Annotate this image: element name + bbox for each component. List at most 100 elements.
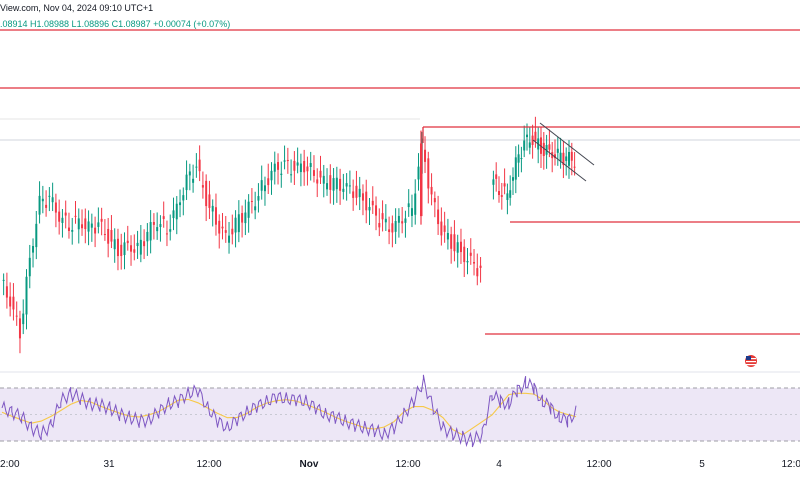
candle-body <box>25 276 28 315</box>
candle-body <box>548 144 551 150</box>
candle-body <box>156 227 159 232</box>
candle-body <box>107 228 110 244</box>
candle-body <box>146 231 149 242</box>
candle-body <box>231 228 234 235</box>
candle-body <box>388 229 391 233</box>
candle-body <box>573 166 576 168</box>
candle-body <box>110 229 113 242</box>
candle-body <box>512 177 514 181</box>
candle-body <box>218 220 221 234</box>
candle-body <box>559 152 562 162</box>
candle-body <box>67 227 70 231</box>
x-axis-tick-label: 31 <box>103 459 115 470</box>
candle-body <box>329 175 332 190</box>
candle-body <box>267 178 270 186</box>
candle-body <box>32 246 35 253</box>
channel-upper-line[interactable] <box>539 122 595 166</box>
x-axis-tick-label: 12:00 <box>586 459 611 470</box>
candle-body <box>221 226 224 229</box>
candle-body <box>420 143 423 217</box>
candle-body <box>182 195 185 201</box>
candle-body <box>51 197 54 203</box>
channel-lower-line[interactable] <box>532 139 587 182</box>
source-text: View.com, Nov 04, 2024 09:10 UTC+1 <box>0 3 154 13</box>
candle-body <box>18 318 21 339</box>
candle-body <box>440 221 443 236</box>
candle-body <box>554 154 556 159</box>
x-axis-tick-label: 12:00 <box>0 459 20 470</box>
candle-body <box>179 202 182 206</box>
candle-body <box>22 313 25 325</box>
candle-body <box>381 213 384 220</box>
candle-body <box>534 131 537 142</box>
candle-body <box>94 227 97 234</box>
candle-body <box>545 145 548 155</box>
candle-body <box>143 241 146 247</box>
candle-body <box>368 206 371 211</box>
candle-body <box>90 223 93 228</box>
candle-body <box>133 249 136 253</box>
candle-body <box>5 286 8 298</box>
candle-body <box>450 234 453 249</box>
candle-body <box>192 178 195 183</box>
candle-body <box>391 223 394 233</box>
candle-body <box>48 195 51 197</box>
candle-body <box>570 151 573 161</box>
candle-body <box>316 179 319 184</box>
candle-body <box>365 191 368 211</box>
ohlc-readout: .08914 H1.08988 L1.08896 C1.08987 +0.000… <box>0 18 230 30</box>
candle-body <box>348 185 351 187</box>
candle-body <box>306 166 309 172</box>
candle-body <box>188 171 191 176</box>
candle-body <box>126 240 129 244</box>
candle-body <box>326 183 329 190</box>
candle-body <box>41 198 44 202</box>
candle-body <box>201 185 204 188</box>
candle-body <box>495 174 498 179</box>
candle-body <box>417 166 420 180</box>
candle-body <box>492 179 495 185</box>
candle-body <box>322 175 325 184</box>
x-axis-tick-label: Nov <box>300 459 319 470</box>
candle-body <box>506 193 509 200</box>
us-flag-icon-canton <box>746 356 751 360</box>
candle-body <box>257 196 260 201</box>
candle-body <box>81 224 84 229</box>
candle-body <box>473 262 476 264</box>
candle-body <box>355 185 358 198</box>
x-axis-tick-label: 12:00 <box>196 459 221 470</box>
candle-body <box>352 191 355 198</box>
candle-body <box>309 163 312 167</box>
candle-body <box>250 200 253 202</box>
candle-body <box>562 152 565 166</box>
candle-body <box>520 158 523 160</box>
candle-body <box>500 195 503 197</box>
candle-body <box>159 224 162 228</box>
candle-body <box>9 296 12 307</box>
candle-body <box>139 239 142 255</box>
candle-body <box>371 200 374 206</box>
candle-body <box>270 170 273 181</box>
candle-body <box>74 215 77 217</box>
candle-body <box>100 218 103 222</box>
candle-body <box>437 209 440 225</box>
x-axis-tick-label: 4 <box>496 459 502 470</box>
candle-body <box>205 180 208 207</box>
candle-body <box>394 221 397 232</box>
candle-body <box>283 160 286 162</box>
ohlc-text: .08914 H1.08988 L1.08896 C1.08987 +0.000… <box>0 19 231 29</box>
candle-body <box>509 190 512 198</box>
candle-body <box>556 148 559 153</box>
candle-body <box>198 159 201 172</box>
candle-body <box>165 233 168 235</box>
candle-body <box>228 235 231 243</box>
rsi-line <box>1 374 577 448</box>
candle-body <box>28 257 31 277</box>
candle-body <box>84 218 87 230</box>
candle-body <box>342 188 345 192</box>
x-axis-tick-label: 5 <box>699 459 705 470</box>
candle-body <box>345 183 348 187</box>
candle-body <box>479 265 482 268</box>
candle-body <box>384 218 387 223</box>
